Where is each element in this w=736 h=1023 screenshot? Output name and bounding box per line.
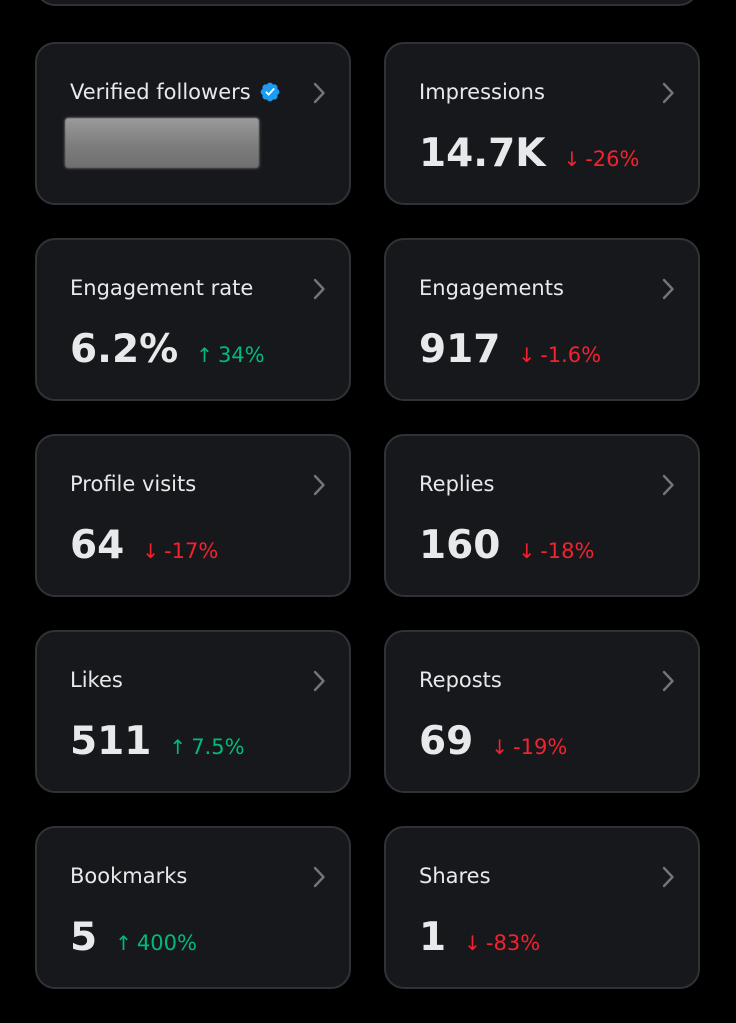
metric-row: 511 ↑ 7.5% xyxy=(70,722,245,761)
metric-value: 5 xyxy=(70,915,98,960)
arrow-down-icon: ↓ xyxy=(142,539,160,563)
card-engagements[interactable]: Engagements 917 ↓ -1.6% xyxy=(384,238,700,401)
card-shares[interactable]: Shares 1 ↓ -83% xyxy=(384,826,700,989)
card-profile-visits[interactable]: Profile visits 64 ↓ -17% xyxy=(35,434,351,597)
card-bookmarks[interactable]: Bookmarks 5 ↑ 400% xyxy=(35,826,351,989)
metric-change: ↑ 400% xyxy=(115,931,197,955)
arrow-down-icon: ↓ xyxy=(491,735,509,759)
chevron-right-icon[interactable] xyxy=(307,473,331,497)
card-title: Bookmarks xyxy=(70,864,188,888)
arrow-down-icon: ↓ xyxy=(464,931,481,955)
change-percent: -26% xyxy=(585,147,640,171)
metric-change: ↓ -1.6% xyxy=(518,343,601,367)
metric-change: ↓ -19% xyxy=(491,735,567,759)
metric-value: 1 xyxy=(419,915,447,960)
change-percent: -18% xyxy=(540,539,595,563)
metric-value: 917 xyxy=(419,327,501,372)
metric-row: 917 ↓ -1.6% xyxy=(419,330,601,369)
chevron-right-icon[interactable] xyxy=(656,865,680,889)
metric-change: ↓ -83% xyxy=(464,931,540,955)
metric-row: 14.7K ↓ -26% xyxy=(419,134,639,173)
chevron-right-icon[interactable] xyxy=(307,81,331,105)
arrow-up-icon: ↑ xyxy=(169,735,187,759)
card-title: Verified followers xyxy=(70,80,281,104)
metric-value: 14.7K xyxy=(419,131,546,176)
metric-change: ↓ -26% xyxy=(563,147,639,171)
change-percent: 7.5% xyxy=(191,735,245,759)
card-verified-followers[interactable]: Verified followers xyxy=(35,42,351,205)
metric-row: 64 ↓ -17% xyxy=(70,526,218,565)
card-title: Profile visits xyxy=(70,472,197,496)
card-title: Replies xyxy=(419,472,495,496)
card-reposts[interactable]: Reposts 69 ↓ -19% xyxy=(384,630,700,793)
metric-row: 69 ↓ -19% xyxy=(419,722,567,761)
chevron-right-icon[interactable] xyxy=(307,277,331,301)
chevron-right-icon[interactable] xyxy=(307,669,331,693)
card-engagement-rate[interactable]: Engagement rate 6.2% ↑ 34% xyxy=(35,238,351,401)
chevron-right-icon[interactable] xyxy=(656,473,680,497)
metric-change: ↓ -18% xyxy=(518,539,594,563)
card-title: Impressions xyxy=(419,80,545,104)
arrow-up-icon: ↑ xyxy=(115,931,132,955)
card-title: Engagements xyxy=(419,276,564,300)
change-percent: -19% xyxy=(513,735,568,759)
chevron-right-icon[interactable] xyxy=(656,277,680,301)
chevron-right-icon[interactable] xyxy=(656,669,680,693)
card-title: Engagement rate xyxy=(70,276,254,300)
arrow-down-icon: ↓ xyxy=(518,343,536,367)
card-title: Likes xyxy=(70,668,123,692)
metric-change: ↑ 7.5% xyxy=(169,735,244,759)
card-title-text: Verified followers xyxy=(70,80,251,104)
card-title: Reposts xyxy=(419,668,502,692)
metric-value: 64 xyxy=(70,523,125,568)
change-percent: -1.6% xyxy=(540,343,602,367)
change-percent: 34% xyxy=(217,343,265,367)
change-percent: -83% xyxy=(485,931,541,955)
metric-value: 511 xyxy=(70,719,152,764)
previous-card-partial[interactable] xyxy=(35,0,699,6)
change-percent: 400% xyxy=(136,931,197,955)
chevron-right-icon[interactable] xyxy=(656,81,680,105)
metric-row: 5 ↑ 400% xyxy=(70,918,197,957)
arrow-up-icon: ↑ xyxy=(196,343,213,367)
metric-row: 6.2% ↑ 34% xyxy=(70,330,265,369)
metric-row: 1 ↓ -83% xyxy=(419,918,540,957)
card-likes[interactable]: Likes 511 ↑ 7.5% xyxy=(35,630,351,793)
metric-value: 6.2% xyxy=(70,327,179,372)
change-percent: -17% xyxy=(164,539,219,563)
verified-badge-icon xyxy=(260,82,280,102)
card-title: Shares xyxy=(419,864,491,888)
metric-value: 160 xyxy=(419,523,501,568)
metric-change: ↑ 34% xyxy=(196,343,264,367)
arrow-down-icon: ↓ xyxy=(518,539,536,563)
metric-row: 160 ↓ -18% xyxy=(419,526,594,565)
redacted-value-block xyxy=(65,118,259,168)
metric-change: ↓ -17% xyxy=(142,539,218,563)
card-impressions[interactable]: Impressions 14.7K ↓ -26% xyxy=(384,42,700,205)
arrow-down-icon: ↓ xyxy=(563,147,581,171)
metric-value: 69 xyxy=(419,719,474,764)
chevron-right-icon[interactable] xyxy=(307,865,331,889)
card-replies[interactable]: Replies 160 ↓ -18% xyxy=(384,434,700,597)
